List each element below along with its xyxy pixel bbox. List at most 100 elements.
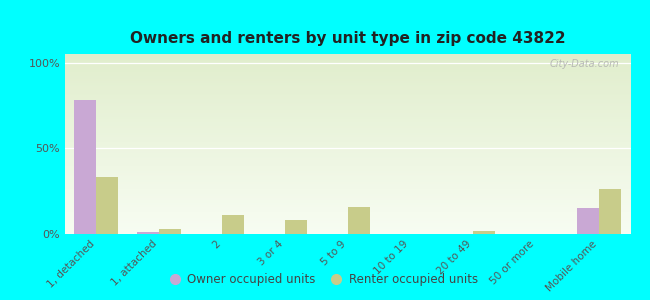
- Bar: [577, 208, 599, 234]
- Bar: [65, 139, 630, 140]
- Bar: [65, 207, 630, 209]
- Bar: [65, 160, 630, 162]
- Bar: [65, 144, 630, 146]
- Bar: [65, 221, 630, 223]
- Bar: [65, 65, 630, 67]
- Bar: [65, 232, 630, 234]
- Bar: [65, 130, 630, 131]
- Bar: [65, 216, 630, 218]
- Bar: [65, 193, 630, 194]
- Bar: [65, 63, 630, 65]
- Bar: [65, 155, 630, 157]
- Bar: [65, 106, 630, 108]
- Bar: [65, 153, 630, 155]
- Bar: [65, 202, 630, 203]
- Bar: [65, 115, 630, 117]
- Bar: [65, 137, 630, 139]
- Bar: [65, 223, 630, 225]
- Legend: Owner occupied units, Renter occupied units: Owner occupied units, Renter occupied un…: [167, 269, 483, 291]
- Bar: [65, 126, 630, 128]
- Bar: [65, 227, 630, 229]
- Bar: [65, 110, 630, 112]
- Bar: [65, 171, 630, 173]
- Bar: [65, 122, 630, 124]
- Bar: [348, 207, 370, 234]
- Bar: [65, 90, 630, 92]
- Bar: [65, 164, 630, 166]
- Bar: [65, 151, 630, 153]
- Bar: [159, 229, 181, 234]
- Bar: [65, 209, 630, 211]
- Bar: [65, 230, 630, 232]
- Bar: [65, 133, 630, 135]
- Bar: [65, 68, 630, 70]
- Bar: [65, 187, 630, 189]
- Bar: [65, 112, 630, 113]
- Bar: [65, 83, 630, 85]
- Bar: [65, 67, 630, 68]
- Title: Owners and renters by unit type in zip code 43822: Owners and renters by unit type in zip c…: [130, 31, 566, 46]
- Bar: [65, 218, 630, 220]
- Bar: [65, 103, 630, 104]
- Bar: [65, 182, 630, 184]
- Bar: [65, 76, 630, 77]
- Bar: [65, 108, 630, 110]
- Bar: [65, 92, 630, 94]
- Bar: [65, 56, 630, 58]
- Bar: [65, 229, 630, 230]
- Bar: [65, 184, 630, 185]
- Bar: [65, 178, 630, 180]
- Bar: [65, 220, 630, 221]
- Bar: [65, 72, 630, 74]
- Bar: [65, 79, 630, 81]
- Bar: [65, 86, 630, 88]
- Bar: [65, 124, 630, 126]
- Bar: [65, 158, 630, 160]
- Bar: [65, 173, 630, 175]
- Bar: [65, 117, 630, 119]
- Bar: [65, 211, 630, 212]
- Bar: [65, 142, 630, 144]
- Bar: [65, 212, 630, 214]
- Bar: [137, 232, 159, 234]
- Bar: [65, 205, 630, 207]
- Bar: [65, 198, 630, 200]
- Bar: [65, 196, 630, 198]
- Bar: [65, 200, 630, 202]
- Bar: [65, 128, 630, 130]
- Bar: [65, 70, 630, 72]
- Bar: [65, 77, 630, 79]
- Bar: [65, 140, 630, 142]
- Bar: [65, 59, 630, 61]
- Bar: [65, 180, 630, 182]
- Bar: [65, 104, 630, 106]
- Bar: [65, 189, 630, 191]
- Text: City-Data.com: City-Data.com: [549, 59, 619, 69]
- Bar: [65, 176, 630, 178]
- Bar: [65, 99, 630, 101]
- Bar: [65, 95, 630, 97]
- Bar: [65, 88, 630, 90]
- Bar: [65, 149, 630, 151]
- Bar: [65, 169, 630, 171]
- Bar: [599, 189, 621, 234]
- Bar: [65, 194, 630, 196]
- Bar: [65, 148, 630, 149]
- Bar: [65, 167, 630, 169]
- Bar: [65, 203, 630, 205]
- Bar: [65, 61, 630, 63]
- Bar: [65, 225, 630, 227]
- Bar: [65, 131, 630, 133]
- Bar: [65, 175, 630, 176]
- Bar: [65, 162, 630, 164]
- Bar: [65, 81, 630, 83]
- Bar: [473, 231, 495, 234]
- Bar: [65, 74, 630, 76]
- Bar: [65, 214, 630, 216]
- Bar: [74, 100, 96, 234]
- Bar: [65, 54, 630, 56]
- Bar: [65, 121, 630, 122]
- Bar: [222, 215, 244, 234]
- Bar: [65, 58, 630, 59]
- Bar: [96, 177, 118, 234]
